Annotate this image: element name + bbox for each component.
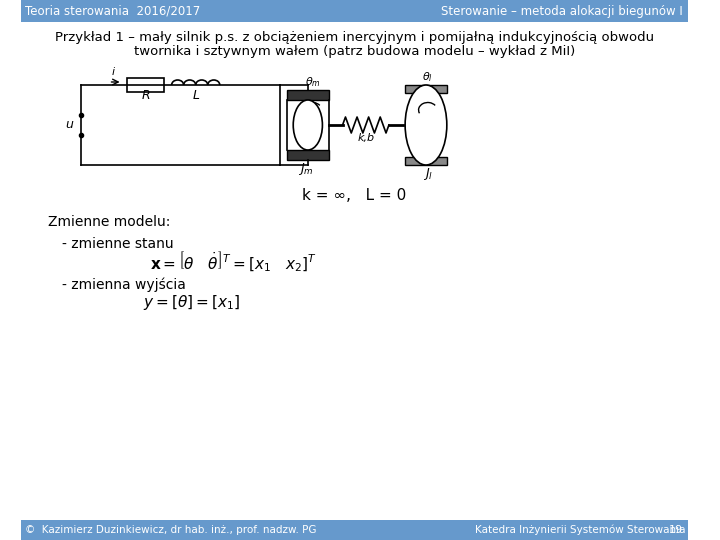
Bar [287, 90, 328, 100]
Text: - zmienna wyjścia: - zmienna wyjścia [62, 278, 186, 292]
Text: ©  Kazimierz Duzinkiewicz, dr hab. inż., prof. nadzw. PG: © Kazimierz Duzinkiewicz, dr hab. inż., … [25, 525, 317, 535]
Bar [21, 0, 688, 22]
Text: $\mathbf{x} = \left[\theta \quad \dot{\theta}\right]^T = \left[x_1 \quad x_2\rig: $\mathbf{x} = \left[\theta \quad \dot{\t… [150, 250, 318, 274]
Text: $\theta_l$: $\theta_l$ [423, 70, 433, 84]
Text: twornika i sztywnym wałem (patrz budowa modelu – wykład z MiI): twornika i sztywnym wałem (patrz budowa … [133, 44, 575, 57]
Bar [127, 78, 164, 92]
Ellipse shape [293, 100, 323, 150]
Text: R: R [141, 89, 150, 102]
Text: - zmienne stanu: - zmienne stanu [62, 237, 174, 251]
Text: L: L [192, 89, 199, 102]
Text: Zmienne modelu:: Zmienne modelu: [48, 215, 171, 229]
Text: $\theta_m$: $\theta_m$ [305, 75, 320, 89]
Text: 19: 19 [669, 525, 683, 535]
Text: u: u [66, 118, 73, 132]
Bar [405, 85, 447, 93]
Bar [287, 150, 328, 160]
Text: $y = \left[\theta\right] = \left[x_1\right]$: $y = \left[\theta\right] = \left[x_1\rig… [143, 294, 240, 313]
Bar [21, 520, 688, 540]
Text: k = ∞,   L = 0: k = ∞, L = 0 [302, 187, 406, 202]
Text: Katedra Inżynierii Systemów Sterowania: Katedra Inżynierii Systemów Sterowania [474, 525, 685, 535]
Text: $J_m$: $J_m$ [298, 161, 314, 177]
Text: $J_l$: $J_l$ [423, 166, 433, 182]
Ellipse shape [405, 85, 447, 165]
Text: Teoria sterowania  2016/2017: Teoria sterowania 2016/2017 [25, 4, 200, 17]
Text: i: i [112, 67, 114, 77]
Text: Sterowanie – metoda alokacji biegunów I: Sterowanie – metoda alokacji biegunów I [441, 4, 683, 17]
Bar [405, 157, 447, 165]
Text: Przykład 1 – mały silnik p.s. z obciążeniem inercyjnym i pomijałną indukcyjności: Przykład 1 – mały silnik p.s. z obciążen… [55, 31, 654, 44]
Text: k,b: k,b [357, 133, 374, 143]
